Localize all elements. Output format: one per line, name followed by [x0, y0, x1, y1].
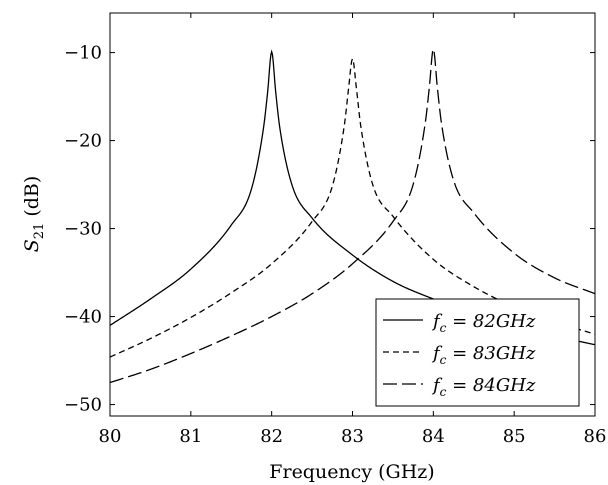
x-tick-label: 80	[99, 426, 122, 447]
x-tick-label: 84	[422, 426, 445, 447]
legend-sub-82ghz: c	[440, 321, 447, 335]
y-tick-label: −50	[64, 395, 102, 416]
x-tick-label: 82	[260, 426, 283, 447]
x-tick-label: 85	[503, 426, 526, 447]
legend-sub-83ghz: c	[440, 353, 447, 367]
y-axis-title-unit: (dB)	[21, 176, 43, 223]
y-tick-labels: −10 −20 −30 −40 −50	[64, 43, 102, 416]
y-axis-title-main: S	[21, 239, 43, 252]
legend-entry-83ghz: fc = 83GHz	[431, 343, 536, 367]
legend-entry-82ghz: fc = 82GHz	[431, 311, 536, 335]
y-tick-label: −10	[64, 43, 102, 64]
y-tick-label: −30	[64, 219, 102, 240]
tick-marks	[109, 13, 596, 416]
x-tick-labels: 80 81 82 83 84 85 86	[99, 426, 607, 447]
legend-box	[375, 298, 580, 407]
series-84ghz	[109, 46, 596, 384]
y-tick-label: −20	[64, 131, 102, 152]
y-axis-title-sub: 21	[32, 223, 47, 240]
x-axis-title: Frequency (GHz)	[269, 461, 434, 483]
x-tick-label: 83	[341, 426, 364, 447]
x-tick-label: 86	[584, 426, 607, 447]
legend-value-83ghz: = 83GHz	[446, 343, 536, 364]
legend-entry-84ghz: fc = 84GHz	[431, 375, 536, 399]
y-axis-title: S21 (dB)	[21, 176, 47, 253]
y-tick-label: −40	[64, 307, 102, 328]
x-tick-label: 81	[179, 426, 202, 447]
legend: fc = 82GHz fc = 83GHz fc = 84GHz	[375, 298, 580, 407]
legend-value-82ghz: = 82GHz	[446, 311, 536, 332]
legend-value-84ghz: = 84GHz	[446, 375, 536, 396]
legend-sub-84ghz: c	[440, 385, 447, 399]
